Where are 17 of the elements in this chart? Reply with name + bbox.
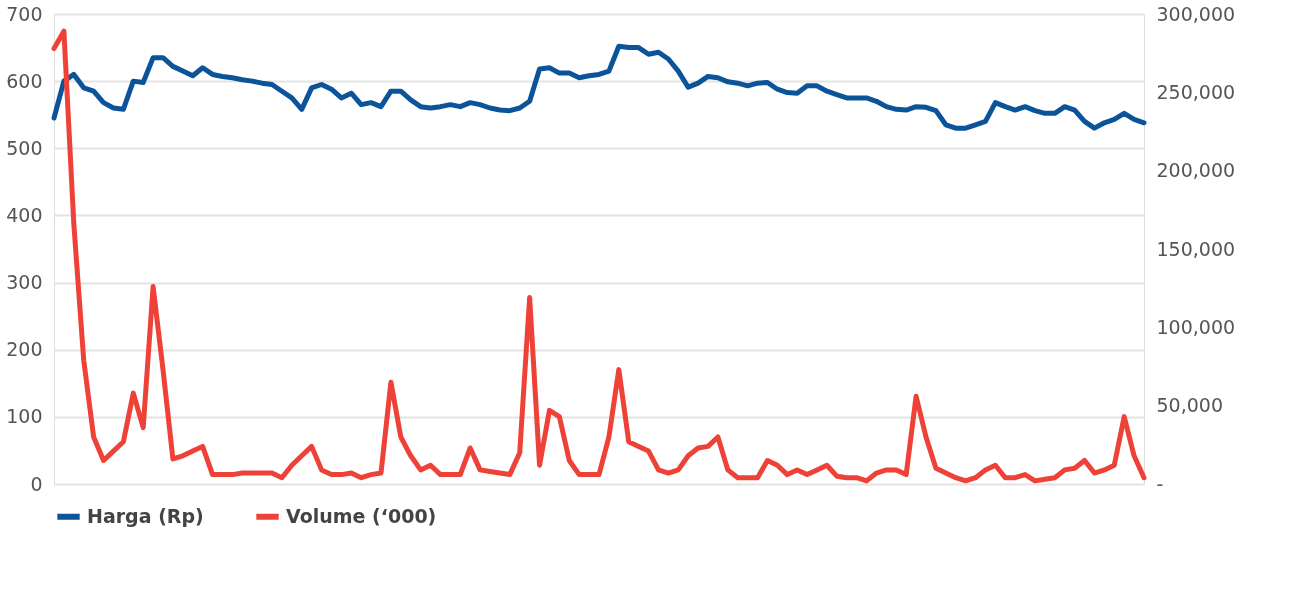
y-tick-label: 200 <box>6 338 43 361</box>
y2-tick-label: 200,000 <box>1156 159 1236 182</box>
y2-tick-label: 150,000 <box>1156 237 1236 260</box>
y-tick-label: 0 <box>30 472 43 495</box>
y2-tick-label: 50,000 <box>1156 394 1223 417</box>
y-tick-label: 600 <box>6 69 43 92</box>
y-tick-label: 500 <box>6 136 43 159</box>
y-tick-label: 700 <box>6 2 43 25</box>
y2-tick-label: - <box>1156 472 1164 495</box>
y-tick-label: 300 <box>6 271 43 294</box>
y-tick-label: 100 <box>6 405 43 428</box>
y2-tick-label: 250,000 <box>1156 80 1236 103</box>
y2-tick-label: 100,000 <box>1156 315 1236 338</box>
legend-label: Harga (Rp) <box>87 504 204 527</box>
y2-tick-label: 300,000 <box>1156 2 1236 25</box>
legend-label: Volume (‘000) <box>286 504 437 527</box>
y-tick-label: 400 <box>6 203 43 226</box>
